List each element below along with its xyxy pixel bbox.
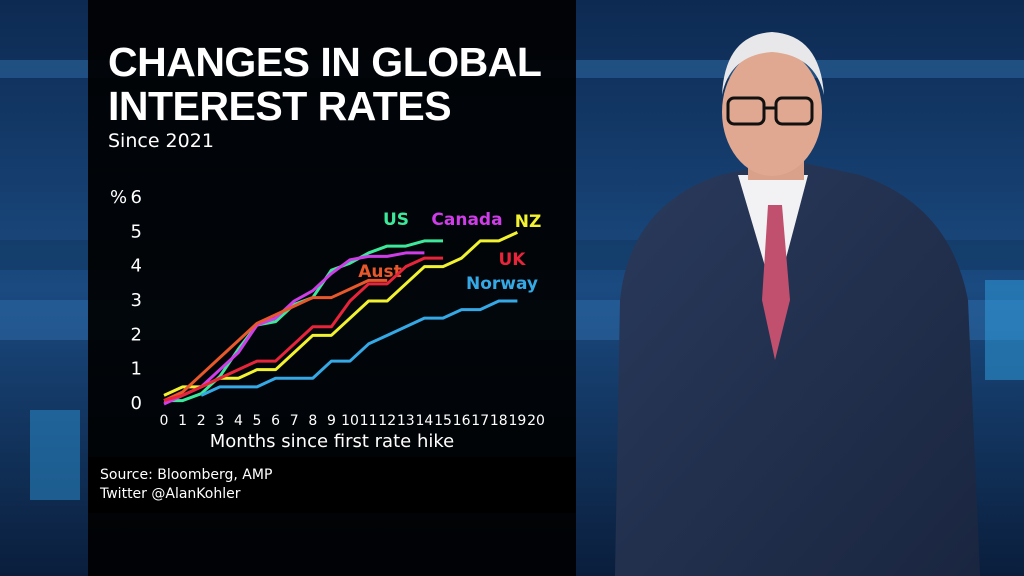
y-tick-label: 2 — [131, 324, 142, 345]
legend-entry: NZ — [515, 212, 542, 232]
x-tick-label: 4 — [234, 413, 243, 429]
x-tick-label: 13 — [397, 413, 415, 429]
series-line — [163, 251, 425, 406]
x-tick-label: 1 — [178, 413, 187, 429]
x-tick-label: 5 — [253, 413, 262, 429]
x-tick-label: 9 — [327, 413, 336, 429]
x-tick-label: 7 — [290, 413, 299, 429]
y-tick-label: 0 — [131, 393, 142, 414]
legend-entry: Canada — [431, 210, 502, 230]
x-axis-label: Months since first rate hike — [210, 431, 454, 452]
chart-title: CHANGES IN GLOBAL INTEREST RATES — [108, 39, 541, 129]
source-line: Source: Bloomberg, AMP — [100, 467, 273, 483]
x-tick-label: 10 — [341, 413, 359, 429]
y-tick-label: 3 — [131, 290, 142, 311]
y-axis-label: % — [110, 187, 127, 208]
x-tick-label: 14 — [415, 413, 433, 429]
y-tick-label: 6 — [131, 187, 142, 208]
x-tick-label: 11 — [360, 413, 378, 429]
series-line — [163, 278, 388, 402]
y-tick-label: 4 — [131, 256, 142, 277]
x-tick-label: 18 — [490, 413, 508, 429]
legend-entry: Norway — [466, 274, 538, 294]
chart-subtitle: Since 2021 — [108, 130, 214, 152]
series-line — [200, 299, 518, 397]
source-notes: Source: Bloomberg, AMP Twitter @AlanKohl… — [100, 466, 272, 504]
x-tick-label: 17 — [471, 413, 489, 429]
x-tick-label: 3 — [215, 413, 224, 429]
x-tick-label: 8 — [308, 413, 317, 429]
x-tick-label: 20 — [527, 413, 545, 429]
series-line — [163, 256, 443, 403]
x-tick-label: 6 — [271, 413, 280, 429]
x-tick-label: 19 — [508, 413, 526, 429]
source-line: Twitter @AlanKohler — [100, 486, 241, 502]
legend-entry: UK — [499, 250, 527, 270]
legend-entry: US — [383, 210, 409, 230]
x-tick-label: 2 — [197, 413, 206, 429]
x-tick-label: 0 — [160, 413, 169, 429]
x-tick-label: 15 — [434, 413, 452, 429]
legend-entry: Aust — [358, 262, 402, 282]
x-tick-label: 16 — [453, 413, 471, 429]
x-tick-label: 12 — [378, 413, 396, 429]
y-tick-label: 5 — [131, 221, 142, 242]
y-tick-label: 1 — [131, 359, 142, 380]
